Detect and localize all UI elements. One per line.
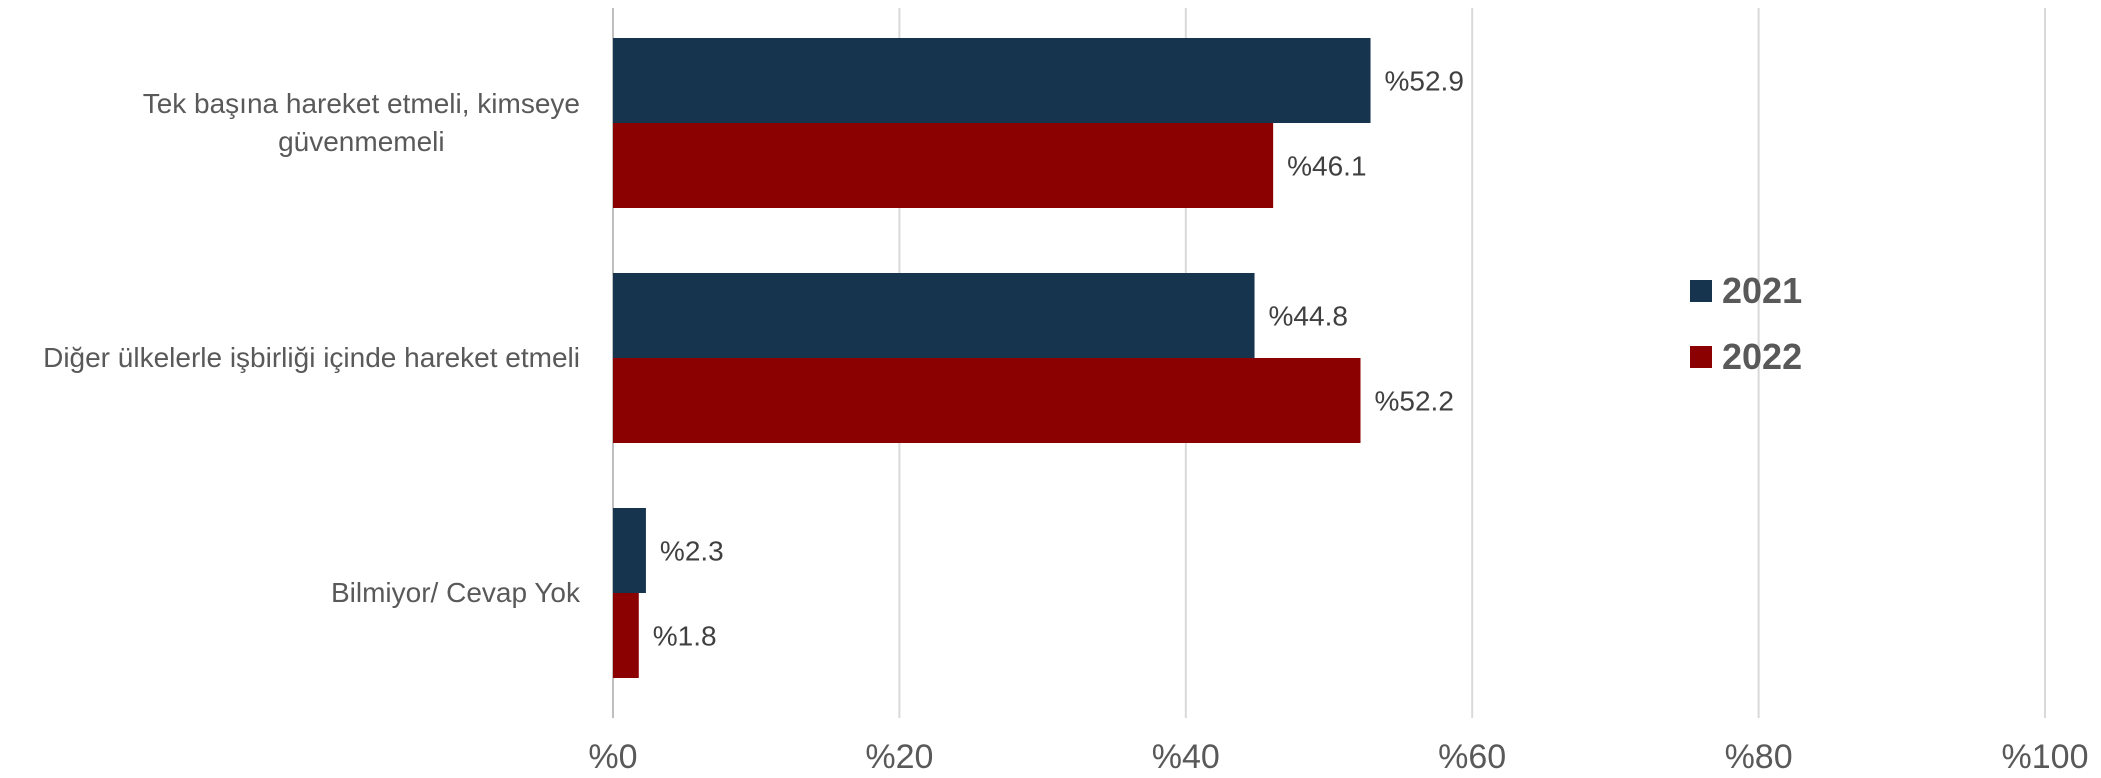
legend: 2021 2022: [1690, 258, 1802, 390]
legend-label-2022: 2022: [1722, 336, 1803, 377]
bar-2021-2: [613, 508, 646, 593]
legend-item-2021: 2021: [1690, 258, 1802, 324]
data-label-2022-2: %1.8: [653, 621, 717, 652]
category-label-0: Tek başına hareket etmeli, kimseye güvenm…: [143, 85, 580, 161]
legend-swatch-2022: [1690, 346, 1712, 368]
legend-label-2021: 2021: [1722, 270, 1803, 311]
category-label-line: güvenmemeli: [278, 126, 445, 157]
x-tick-label: %80: [1725, 738, 1793, 776]
bar-2022-2: [613, 593, 639, 678]
data-label-2021-1: %44.8: [1269, 301, 1348, 332]
data-labels: %52.9 %46.1 %44.8 %52.2 %2.3 %1.8: [653, 66, 1464, 652]
category-label-line: Diğer ülkelerle işbirliği içinde hareket…: [43, 342, 580, 373]
category-label-line: Bilmiyor/ Cevap Yok: [330, 577, 580, 608]
bar-2022-0: [613, 123, 1274, 208]
legend-swatch-2021: [1690, 280, 1712, 302]
bar-2021-0: [613, 38, 1371, 123]
category-label-1: Diğer ülkelerle işbirliği içinde hareket…: [43, 339, 580, 377]
x-axis-tick-labels: %0 %20 %40 %60 %80 %100: [588, 738, 2088, 776]
x-tick-label: %0: [588, 738, 637, 776]
x-tick-label: %100: [2002, 738, 2089, 776]
x-tick-label: %20: [865, 738, 933, 776]
category-label-2: Bilmiyor/ Cevap Yok: [331, 574, 580, 612]
data-label-2022-1: %52.2: [1375, 386, 1454, 417]
bar-2021-1: [613, 273, 1255, 358]
x-tick-label: %60: [1438, 738, 1506, 776]
legend-item-2022: 2022: [1690, 324, 1802, 390]
bars: [613, 38, 1371, 678]
data-label-2021-0: %52.9: [1385, 66, 1464, 97]
data-label-2021-2: %2.3: [660, 536, 724, 567]
data-label-2022-0: %46.1: [1287, 151, 1366, 182]
bar-2022-1: [613, 358, 1361, 443]
category-label-line: Tek başına hareket etmeli, kimseye: [142, 88, 580, 119]
x-tick-label: %40: [1152, 738, 1220, 776]
